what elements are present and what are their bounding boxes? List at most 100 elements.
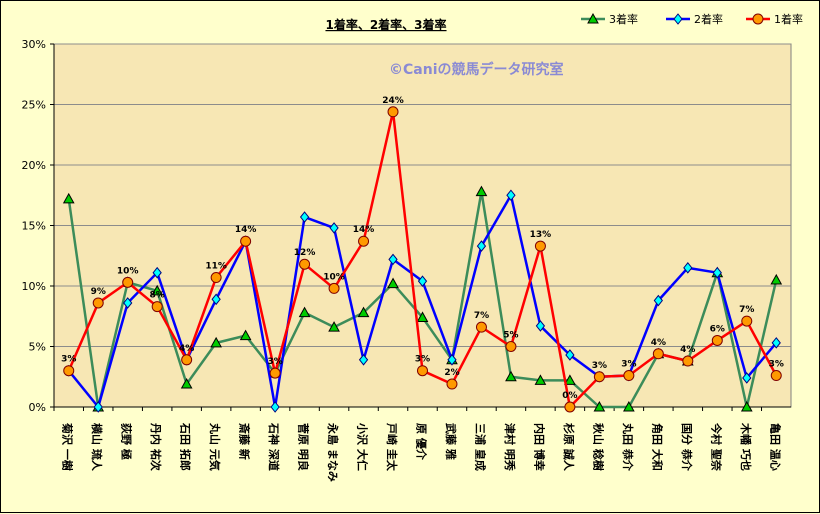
- data-point-win: [475, 321, 487, 333]
- data-point-win: [770, 370, 782, 382]
- data-point-win: [387, 106, 399, 118]
- data-label-win: 14%: [235, 225, 257, 235]
- y-tick-label: 15%: [22, 220, 46, 233]
- data-point-place3: [180, 377, 193, 389]
- data-label-win: 0%: [562, 391, 577, 401]
- data-point-win: [446, 378, 458, 390]
- plot-area: 0% 5% 10% 15% 20% 25% 30% 菊沢 一樹 横山 琉人 荻野 極 丹内 祐次 石田…: [22, 38, 792, 482]
- data-label-win: 4%: [651, 338, 666, 348]
- data-point-place3: [357, 306, 370, 318]
- data-point-place2: [506, 189, 516, 202]
- data-point-win: [623, 370, 635, 382]
- data-point-place3: [505, 370, 517, 382]
- data-label-win: 3%: [769, 360, 784, 370]
- data-point-win: [652, 348, 664, 360]
- data-point-win: [358, 235, 370, 247]
- data-label-win: 7%: [739, 305, 754, 315]
- data-point-win: [417, 365, 428, 377]
- data-point-win: [328, 282, 340, 294]
- x-category-label: 今村 聖奈: [709, 422, 723, 472]
- data-point-place3: [298, 306, 311, 318]
- data-point-win: [299, 258, 311, 270]
- x-category-label: 原 優介: [415, 423, 429, 461]
- data-point-place2: [152, 266, 162, 279]
- x-category-label: 角田 大和: [650, 423, 664, 471]
- data-point-place2: [358, 354, 369, 366]
- data-point-place3: [387, 277, 399, 289]
- watermark-text: ©Caniの競馬データ研究室: [389, 61, 564, 78]
- data-point-place2: [447, 354, 457, 366]
- data-point-win: [682, 355, 694, 367]
- chart-title: 1着率、2着率、3着率: [325, 17, 446, 32]
- data-point-place2: [417, 275, 428, 287]
- data-label-win: 12%: [294, 248, 316, 258]
- data-label-win: 10%: [117, 266, 139, 276]
- data-point-win: [122, 276, 134, 288]
- legend-marker-place2: [673, 13, 683, 25]
- data-point-place2: [93, 401, 103, 413]
- data-point-place2: [653, 294, 663, 307]
- data-point-place2: [476, 240, 487, 252]
- data-point-place2: [211, 293, 221, 306]
- data-label-win: 3%: [592, 361, 607, 371]
- data-label-win: 14%: [353, 225, 375, 235]
- data-point-place3: [564, 374, 576, 385]
- data-point-win: [240, 235, 252, 247]
- legend-label-place2: 2着率: [694, 12, 723, 26]
- x-category-label: 荻野 極: [120, 423, 134, 460]
- data-label-win: 24%: [382, 96, 404, 106]
- data-label-win: 8%: [150, 291, 165, 301]
- data-label-win: 11%: [205, 262, 227, 272]
- data-point-place3: [328, 321, 340, 332]
- x-category-label: 亀田 温心: [768, 423, 782, 471]
- data-point-win: [269, 367, 281, 379]
- x-category-label: 丹内 祐次: [149, 423, 163, 471]
- data-point-place2: [683, 262, 693, 274]
- x-category-label: 丸田 恭介: [621, 422, 635, 472]
- data-point-place3: [475, 185, 488, 197]
- data-point-place3: [416, 311, 429, 322]
- data-label-win: 2%: [444, 368, 459, 378]
- data-label-win: 3%: [415, 355, 430, 365]
- x-category-label: 菊沢 一樹: [61, 423, 75, 471]
- data-point-win: [593, 371, 605, 383]
- data-point-place2: [270, 401, 280, 413]
- data-point-place3: [239, 329, 252, 341]
- data-label-win: 9%: [91, 287, 106, 297]
- data-point-place3: [210, 336, 222, 348]
- data-point-place2: [742, 372, 752, 384]
- x-category-label: 菅原 明良: [297, 423, 311, 471]
- data-label-win: 3%: [267, 357, 282, 367]
- legend-marker-win: [752, 13, 764, 25]
- legend-label-win: 1着率: [774, 12, 803, 26]
- data-point-place3: [770, 273, 783, 285]
- x-category-label: 内田 博幸: [532, 423, 546, 471]
- legend: 3着率 2着率 1着率: [581, 12, 803, 26]
- data-label-win: 4%: [680, 345, 695, 355]
- y-tick-label: 20%: [22, 159, 46, 172]
- data-label-win: 3%: [61, 355, 76, 365]
- data-point-win: [505, 341, 517, 352]
- data-point-win: [92, 297, 104, 309]
- data-point-place2: [771, 337, 781, 349]
- legend-marker-place3: [587, 12, 599, 24]
- x-category-label: 石田 拓郎: [179, 422, 193, 471]
- data-point-place3: [151, 284, 164, 296]
- data-point-place2: [712, 266, 722, 279]
- data-point-win: [534, 240, 546, 252]
- data-point-place3: [623, 400, 635, 412]
- data-point-place2: [329, 222, 339, 234]
- x-category-label: 秋山 稔樹: [591, 423, 605, 471]
- data-point-place3: [62, 192, 75, 204]
- x-category-label: 杉原 誠人: [562, 423, 576, 472]
- x-category-label: 戸崎 圭太: [385, 423, 399, 472]
- data-point-win: [210, 272, 222, 284]
- data-point-win: [741, 315, 753, 327]
- data-point-win: [564, 401, 576, 413]
- data-label-win: 6%: [710, 324, 725, 334]
- data-label-win: 5%: [503, 331, 518, 341]
- data-point-place2: [388, 253, 398, 266]
- data-label-win: 13%: [530, 230, 552, 240]
